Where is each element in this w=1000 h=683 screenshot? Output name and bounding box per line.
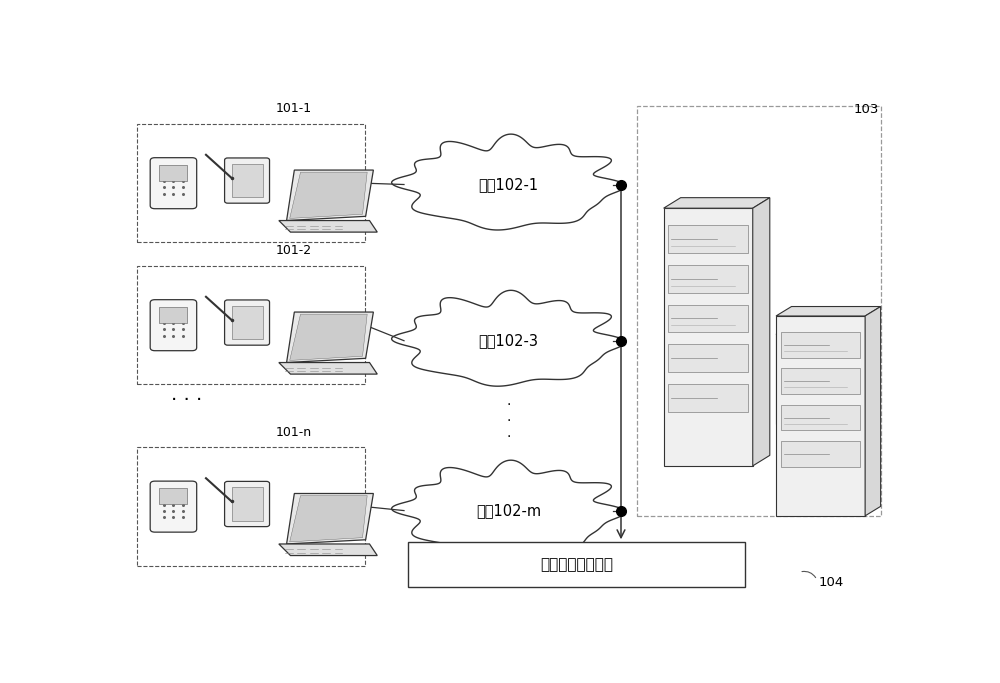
FancyBboxPatch shape <box>408 542 745 587</box>
FancyBboxPatch shape <box>664 208 753 466</box>
FancyBboxPatch shape <box>781 385 837 400</box>
FancyBboxPatch shape <box>159 307 187 322</box>
FancyBboxPatch shape <box>668 344 748 372</box>
Polygon shape <box>392 460 625 556</box>
Text: 101-1: 101-1 <box>276 102 312 115</box>
FancyBboxPatch shape <box>668 225 748 253</box>
Polygon shape <box>392 134 625 230</box>
Polygon shape <box>753 197 770 466</box>
Text: 网络102-1: 网络102-1 <box>479 177 539 192</box>
FancyBboxPatch shape <box>781 365 837 379</box>
FancyBboxPatch shape <box>225 158 270 203</box>
Polygon shape <box>776 326 856 335</box>
FancyBboxPatch shape <box>159 165 187 180</box>
FancyBboxPatch shape <box>150 300 197 350</box>
Polygon shape <box>664 197 770 208</box>
Polygon shape <box>279 363 377 374</box>
FancyBboxPatch shape <box>781 346 837 359</box>
FancyBboxPatch shape <box>150 158 197 209</box>
Polygon shape <box>290 314 367 361</box>
Text: 网络时延测量装置: 网络时延测量装置 <box>540 557 613 572</box>
Polygon shape <box>290 496 367 542</box>
Text: · · ·: · · · <box>171 391 203 410</box>
Polygon shape <box>287 312 373 363</box>
FancyBboxPatch shape <box>137 124 365 242</box>
Polygon shape <box>287 494 373 544</box>
FancyBboxPatch shape <box>781 332 860 358</box>
FancyBboxPatch shape <box>637 106 881 516</box>
FancyBboxPatch shape <box>776 316 865 516</box>
Text: ·
·
·: · · · <box>506 398 511 445</box>
FancyBboxPatch shape <box>668 384 748 412</box>
Polygon shape <box>279 221 377 232</box>
FancyBboxPatch shape <box>159 488 187 504</box>
Polygon shape <box>290 172 367 219</box>
Polygon shape <box>776 307 881 316</box>
Text: 104: 104 <box>819 576 844 589</box>
FancyBboxPatch shape <box>781 405 860 430</box>
FancyBboxPatch shape <box>225 300 270 345</box>
FancyBboxPatch shape <box>776 335 842 423</box>
FancyBboxPatch shape <box>668 305 748 333</box>
FancyBboxPatch shape <box>150 481 197 532</box>
Polygon shape <box>842 326 856 423</box>
FancyBboxPatch shape <box>137 447 365 566</box>
FancyBboxPatch shape <box>225 482 270 527</box>
Text: 101-2: 101-2 <box>276 244 312 257</box>
FancyBboxPatch shape <box>781 441 860 466</box>
FancyBboxPatch shape <box>232 164 263 197</box>
FancyBboxPatch shape <box>668 265 748 293</box>
FancyBboxPatch shape <box>781 369 860 394</box>
FancyBboxPatch shape <box>232 306 263 339</box>
Polygon shape <box>392 290 625 386</box>
Text: 网络102-3: 网络102-3 <box>479 333 539 348</box>
Text: 101-n: 101-n <box>276 426 312 438</box>
FancyBboxPatch shape <box>137 266 365 385</box>
Polygon shape <box>865 307 881 516</box>
Text: 网络102-m: 网络102-m <box>476 503 541 518</box>
FancyBboxPatch shape <box>232 487 263 521</box>
Text: 103: 103 <box>854 103 879 116</box>
Polygon shape <box>279 544 377 555</box>
Polygon shape <box>287 170 373 221</box>
